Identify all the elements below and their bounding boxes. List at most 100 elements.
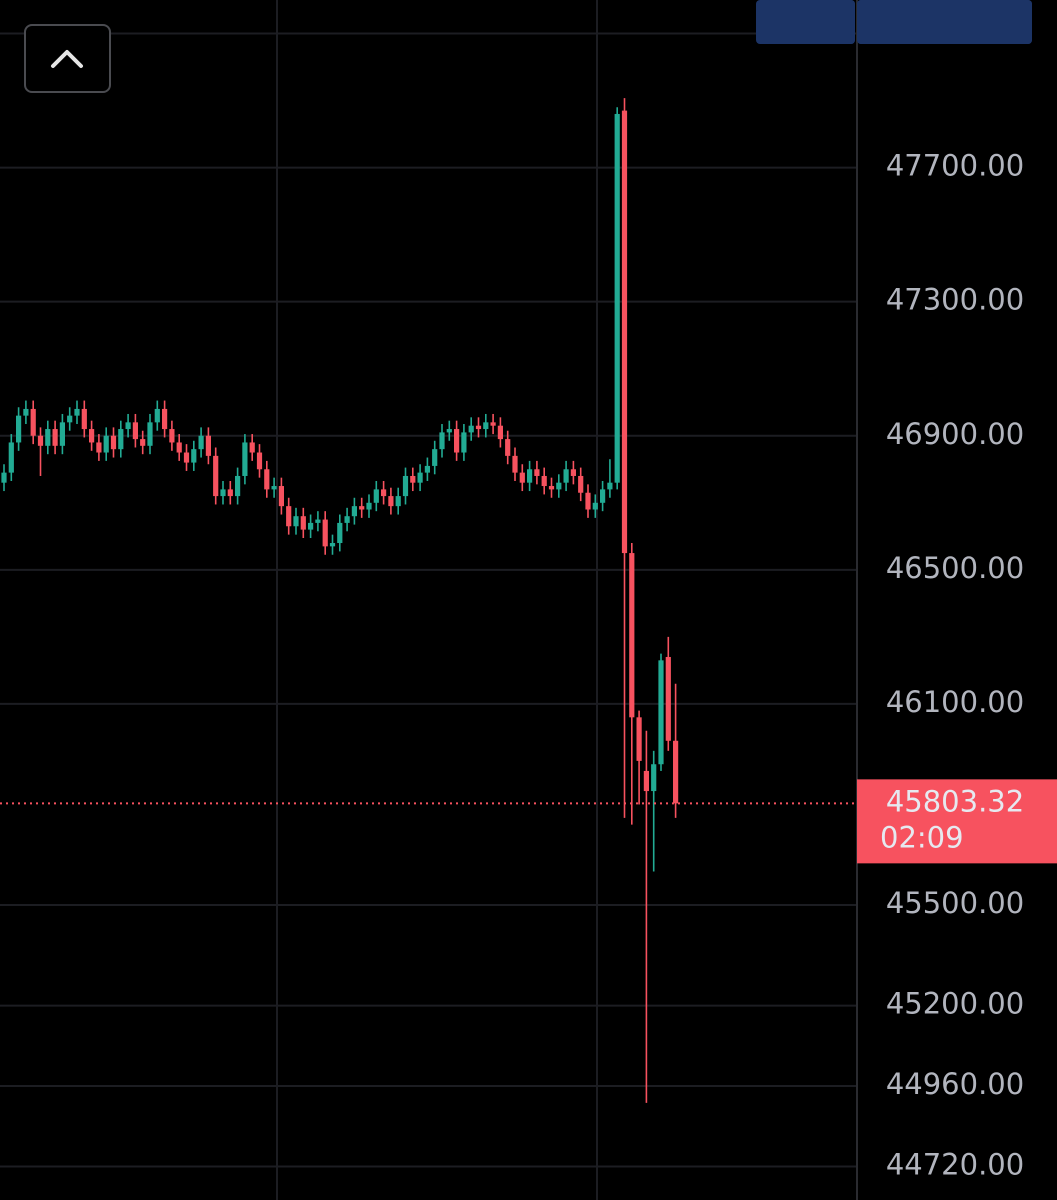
candle-body — [359, 506, 365, 510]
candle-body — [8, 442, 14, 473]
candle-body — [256, 452, 263, 470]
candle-body — [490, 422, 496, 426]
candle-body — [183, 452, 190, 463]
candle-body — [417, 472, 423, 483]
candle-body — [439, 432, 445, 450]
candle-body — [592, 502, 598, 510]
candle-body — [30, 408, 36, 436]
candle-body — [563, 469, 569, 483]
candle-body — [16, 415, 22, 443]
candle-body — [614, 113, 620, 483]
candle-body — [629, 553, 635, 718]
candle-body — [541, 475, 547, 487]
candle-body — [424, 465, 430, 473]
low-name-badge — [767, 0, 855, 44]
candle-body — [570, 469, 576, 476]
candle-body — [607, 482, 613, 490]
candle-body — [213, 455, 219, 497]
candle-body — [432, 449, 438, 466]
candle-body — [125, 422, 131, 430]
grid — [0, 0, 857, 1200]
candle-body — [621, 110, 628, 554]
candle-body — [264, 469, 270, 490]
candle-body — [468, 425, 474, 433]
candle-body — [89, 429, 95, 443]
candle-body — [132, 422, 138, 440]
candle-body — [402, 475, 409, 497]
candle-body — [475, 425, 482, 430]
candle-body — [96, 442, 102, 453]
candle-body — [344, 516, 350, 523]
candle-body — [169, 429, 175, 443]
candle-body — [308, 522, 314, 530]
candle-body — [271, 486, 277, 490]
last-price-label: 45803.32 — [886, 784, 1024, 818]
y-tick-label: 46100.00 — [886, 685, 1024, 719]
y-tick-label: 45500.00 — [886, 886, 1024, 920]
candle-body — [643, 770, 649, 792]
candle-body — [220, 489, 226, 497]
candle-body — [103, 435, 109, 453]
candle-body — [286, 506, 292, 527]
candle-body — [578, 475, 584, 493]
candle-body — [410, 475, 416, 483]
candle-body — [373, 489, 379, 503]
candle-body — [74, 408, 80, 416]
candle-body — [59, 422, 65, 446]
candle-body — [388, 496, 394, 507]
candle-body — [249, 442, 255, 453]
candle-body — [329, 543, 336, 547]
y-tick-label: 46500.00 — [886, 551, 1024, 585]
candle-body — [205, 435, 211, 456]
candle-body — [176, 442, 182, 453]
low-value-badge — [857, 0, 1032, 44]
candle-body — [585, 492, 591, 510]
candle-body — [293, 516, 299, 527]
y-tick-label: 44960.00 — [886, 1067, 1024, 1101]
candle-body — [395, 496, 401, 507]
candle-body — [278, 486, 284, 507]
candle-body — [322, 519, 328, 547]
candle-body — [147, 422, 153, 446]
candle-body — [454, 429, 460, 453]
candle-body — [483, 422, 489, 430]
candle-body — [600, 489, 606, 503]
candle-body — [154, 408, 160, 423]
candle-body — [140, 439, 146, 446]
candle-body — [242, 442, 248, 476]
candle-body — [300, 516, 306, 530]
candle-body — [45, 429, 51, 446]
candle-body — [366, 502, 372, 510]
candle-body — [548, 486, 555, 490]
candle-body — [315, 519, 321, 523]
candle-body — [81, 408, 87, 430]
button-frame[interactable] — [24, 24, 111, 93]
candle-body — [37, 435, 44, 446]
last-price-badge — [857, 779, 1057, 864]
candle-body — [527, 469, 533, 483]
candle-body — [534, 469, 540, 476]
candle-body — [198, 435, 204, 450]
candle-body — [512, 455, 518, 473]
candle-body — [636, 717, 642, 761]
candle-body — [519, 472, 525, 483]
y-tick-label: 47700.00 — [886, 149, 1024, 183]
candle-body — [67, 415, 73, 423]
candle-body — [110, 435, 117, 450]
candle-body — [162, 408, 168, 430]
y-tick-label: 44720.00 — [886, 1147, 1024, 1181]
candle-body — [556, 482, 562, 490]
candle-body — [658, 660, 664, 765]
candle-body — [118, 429, 124, 450]
collapse-button[interactable] — [24, 24, 111, 93]
y-tick-label: 46900.00 — [886, 417, 1024, 451]
countdown-label: 02:09 — [880, 820, 964, 854]
candle-body — [351, 506, 357, 517]
candle-body — [23, 408, 29, 416]
candle-body — [1, 472, 7, 483]
candle-body — [446, 429, 452, 433]
